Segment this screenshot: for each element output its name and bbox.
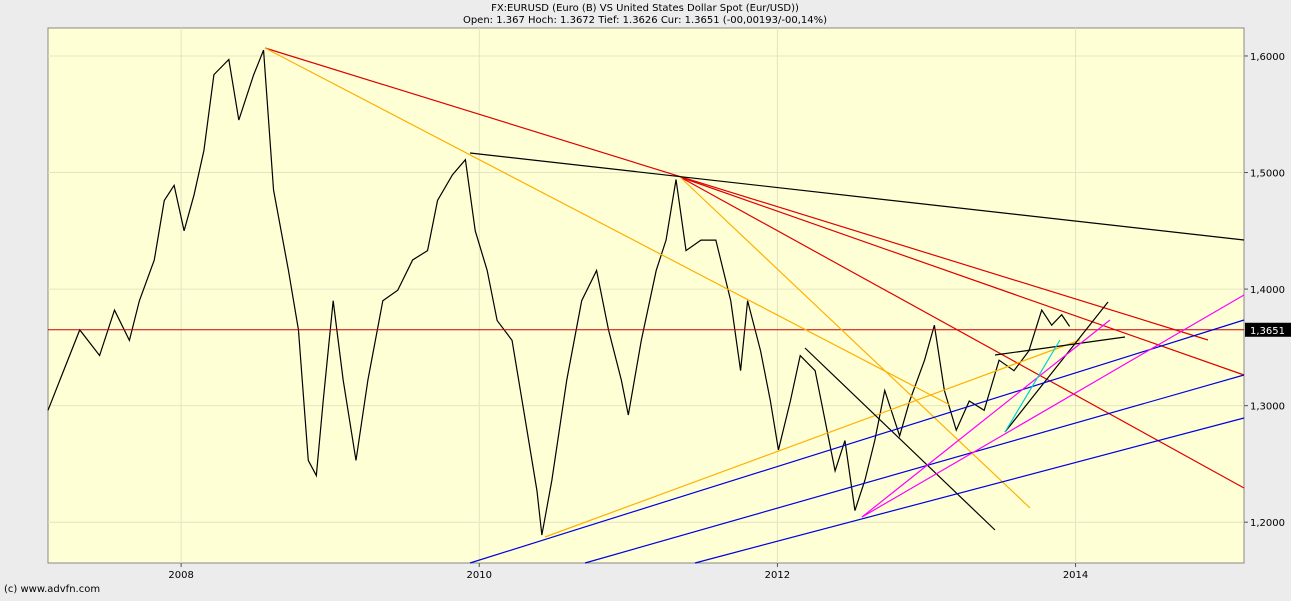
x-tick-label: 2010: [467, 570, 492, 581]
trendline: [544, 339, 1081, 538]
trendline: [861, 294, 1245, 518]
trendline: [679, 176, 1245, 376]
trendline: [994, 336, 1126, 356]
trendline: [469, 319, 1245, 564]
trendline: [679, 176, 1245, 489]
y-tick-label: 1,5000: [1250, 169, 1285, 180]
y-tick-label: 1,3000: [1250, 402, 1285, 413]
x-tick-label: 2008: [168, 570, 193, 581]
chart-title: FX:EURUSD (Euro (B) VS United States Dol…: [491, 3, 799, 14]
footer: (c) www.advfn.com: [4, 584, 100, 595]
trendline: [584, 374, 1245, 564]
x-tick-label: 2012: [765, 570, 790, 581]
trendline: [1004, 301, 1109, 433]
trendline: [264, 47, 1209, 341]
y-tick-label: 1,6000: [1250, 52, 1285, 63]
plot-area: [47, 27, 1245, 564]
y-tick-label: 1,4000: [1250, 285, 1285, 296]
current-price-box: [1245, 322, 1291, 337]
trendline: [469, 152, 1245, 241]
trendline: [861, 319, 1111, 518]
axes: 1,2000 1,3000 1,4000 1,5000 1,6000 2008 2010 20…: [168, 52, 1291, 581]
current-price-label: 1,3651: [1250, 326, 1285, 337]
trendlines: [264, 47, 1245, 564]
series: [47, 49, 1244, 536]
trendline: [804, 347, 996, 531]
trendline: [694, 417, 1245, 564]
trendline: [264, 47, 951, 406]
y-tick-label: 1,2000: [1250, 518, 1285, 529]
chart-subtitle: Open: 1.367 Hoch: 1.3672 Tief: 1.3626 Cu…: [463, 15, 827, 26]
x-tick-label: 2014: [1063, 570, 1088, 581]
price-line: [47, 49, 1071, 536]
trendline: [1004, 339, 1061, 433]
